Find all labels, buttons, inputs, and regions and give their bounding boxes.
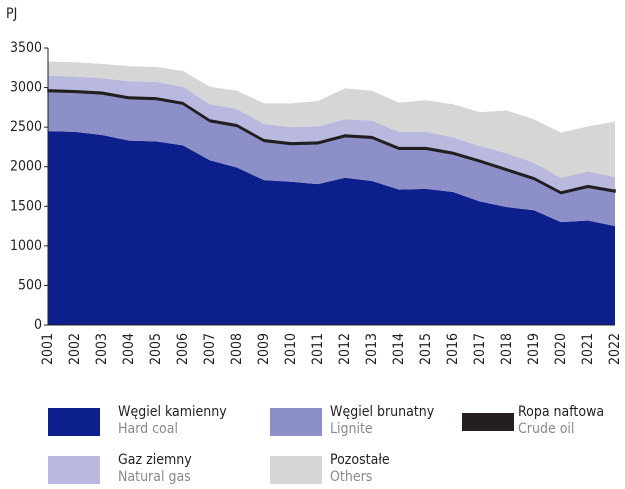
legend-swatch xyxy=(270,456,322,484)
legend-swatch xyxy=(48,456,100,484)
x-tick-label: 2012 xyxy=(337,333,353,365)
y-tick-label: 1500 xyxy=(10,198,42,214)
x-tick-label: 2008 xyxy=(229,333,245,365)
y-tick-label: 3500 xyxy=(10,40,42,56)
x-tick-label: 2011 xyxy=(310,333,326,365)
x-tick-label: 2006 xyxy=(175,333,191,365)
legend-swatch xyxy=(270,408,322,436)
x-tick-label: 2016 xyxy=(445,333,461,365)
x-tick-label: 2015 xyxy=(418,333,434,365)
y-tick-label: 2000 xyxy=(10,159,42,175)
x-tick-label: 2003 xyxy=(94,333,110,365)
x-tick-label: 2004 xyxy=(121,333,137,365)
legend-label: Gaz ziemny xyxy=(118,452,192,468)
legend-label: Węgiel brunatny xyxy=(330,404,435,420)
y-tick-label: 0 xyxy=(34,317,42,333)
area xyxy=(48,75,615,192)
legend-label-en: Crude oil xyxy=(518,421,574,437)
y-axis-label: PJ xyxy=(6,6,17,22)
x-tick-label: 2020 xyxy=(553,333,569,365)
x-tick-label: 2013 xyxy=(364,333,380,365)
legend-label: Pozostałe xyxy=(330,452,390,468)
x-tick-label: 2018 xyxy=(499,333,515,365)
legend-swatch xyxy=(462,413,514,431)
legend-swatch xyxy=(48,408,100,436)
x-tick-label: 2021 xyxy=(580,333,596,365)
legend-label: Węgiel kamienny xyxy=(118,404,227,420)
x-tick-label: 2009 xyxy=(256,333,272,365)
x-tick-label: 2014 xyxy=(391,333,407,365)
x-tick-label: 2002 xyxy=(67,333,83,365)
area xyxy=(48,61,615,178)
y-tick-label: 1000 xyxy=(10,238,42,254)
x-tick-label: 2010 xyxy=(283,333,299,365)
x-tick-label: 2017 xyxy=(472,333,488,365)
legend-label-en: Others xyxy=(330,469,372,485)
legend-label-en: Hard coal xyxy=(118,421,178,437)
x-tick-label: 2005 xyxy=(148,333,164,365)
y-tick-label: 3000 xyxy=(10,80,42,96)
x-tick-label: 2022 xyxy=(607,333,623,365)
legend-label-en: Lignite xyxy=(330,421,373,437)
area xyxy=(48,131,615,325)
legend-label: Ropa naftowa xyxy=(518,404,604,420)
x-tick-label: 2001 xyxy=(40,333,56,365)
x-tick-label: 2019 xyxy=(526,333,542,365)
legend-label-en: Natural gas xyxy=(118,469,191,485)
x-tick-label: 2007 xyxy=(202,333,218,365)
y-tick-label: 500 xyxy=(18,277,42,293)
area xyxy=(48,91,615,227)
y-tick-label: 2500 xyxy=(10,119,42,135)
